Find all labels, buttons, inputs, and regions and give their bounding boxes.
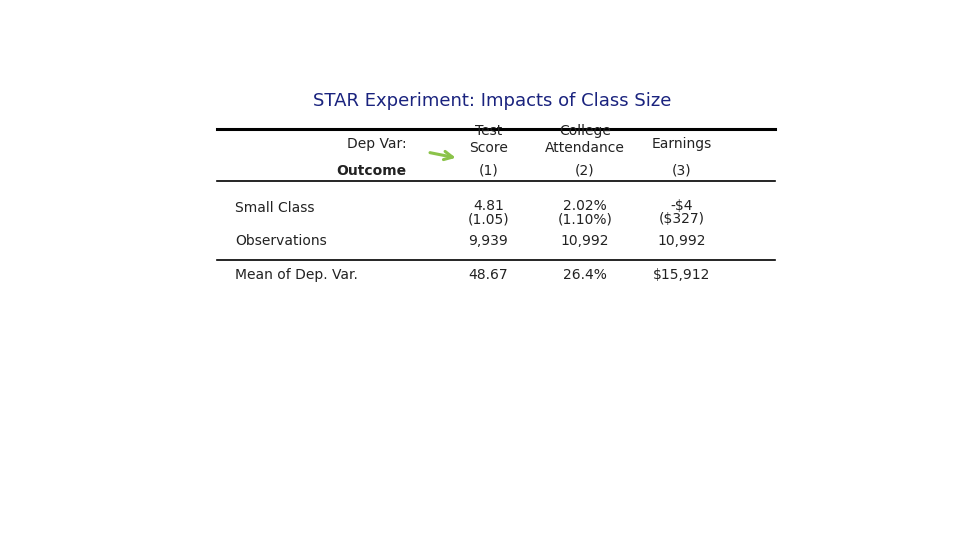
Text: 9,939: 9,939 — [468, 234, 508, 248]
Text: (1): (1) — [478, 164, 498, 178]
Text: 2.02%: 2.02% — [564, 199, 607, 213]
Text: (3): (3) — [672, 164, 691, 178]
Text: 4.81: 4.81 — [473, 199, 504, 213]
Text: Small Class: Small Class — [235, 201, 315, 215]
Text: (1.05): (1.05) — [468, 212, 509, 226]
Text: -$4: -$4 — [670, 199, 693, 213]
Text: (1.10%): (1.10%) — [558, 212, 612, 226]
Text: Outcome: Outcome — [336, 164, 406, 178]
Text: $15,912: $15,912 — [653, 268, 710, 282]
Text: ($327): ($327) — [659, 212, 705, 226]
Text: Earnings: Earnings — [652, 137, 712, 151]
Text: 26.4%: 26.4% — [564, 268, 607, 282]
Text: STAR Experiment: Impacts of Class Size: STAR Experiment: Impacts of Class Size — [313, 92, 671, 110]
Text: Mean of Dep. Var.: Mean of Dep. Var. — [235, 268, 358, 282]
Text: Dep Var:: Dep Var: — [347, 137, 406, 151]
Text: 10,992: 10,992 — [658, 234, 706, 248]
Text: 48.67: 48.67 — [468, 268, 508, 282]
Text: Observations: Observations — [235, 234, 327, 248]
Text: (2): (2) — [575, 164, 595, 178]
Text: 10,992: 10,992 — [561, 234, 610, 248]
Text: College
Attendance: College Attendance — [545, 124, 625, 156]
Text: Test
Score: Test Score — [468, 124, 508, 156]
